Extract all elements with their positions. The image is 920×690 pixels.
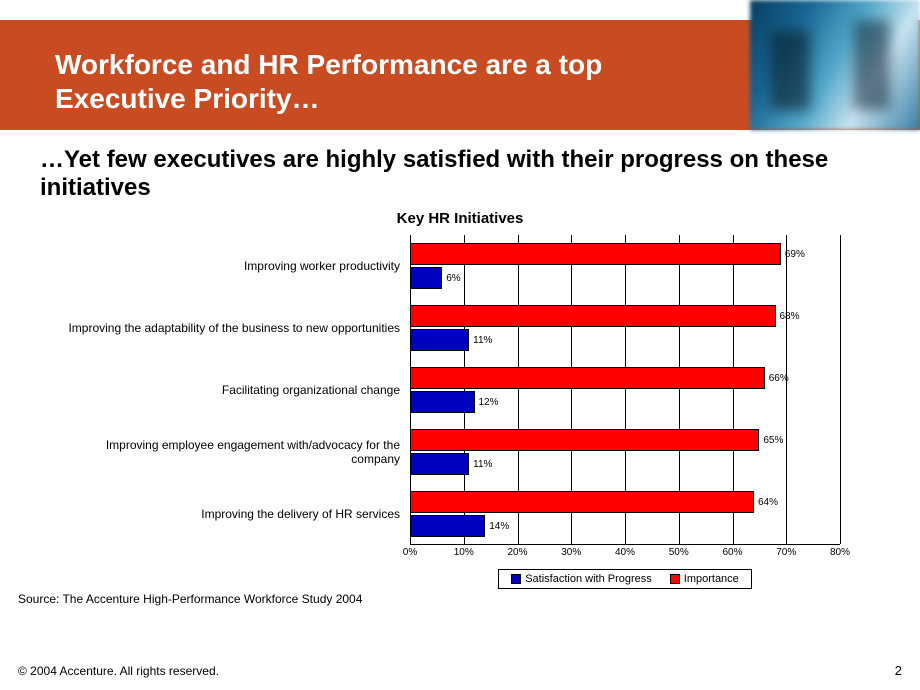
x-axis-ticks: 0%10%20%30%40%50%60%70%80% [410, 545, 840, 563]
slide: Workforce and HR Performance are a top E… [0, 0, 920, 690]
bar-value-label: 11% [473, 335, 492, 346]
plot-inner: 69% 6% 68% 11% 66% 12% 65% 11% 64% 14% [410, 235, 840, 545]
slide-title: Workforce and HR Performance are a top E… [55, 48, 695, 115]
bar-importance [410, 491, 754, 513]
bar-importance [410, 305, 776, 327]
x-tick-label: 0% [403, 547, 417, 558]
x-tick-label: 70% [776, 547, 796, 558]
bar-value-label: 64% [758, 497, 778, 508]
chart-title: Key HR Initiatives [60, 210, 860, 227]
x-tick-label: 30% [561, 547, 581, 558]
grid-line [786, 235, 787, 544]
chart-legend: Satisfaction with Progress Importance [498, 569, 752, 589]
category-label: Improving the adaptability of the busine… [60, 297, 410, 359]
chart: Key HR Initiatives Improving worker prod… [60, 210, 860, 610]
legend-item: Satisfaction with Progress [511, 573, 652, 585]
bar-value-label: 66% [769, 373, 789, 384]
category-label: Improving the delivery of HR services [60, 483, 410, 545]
legend-swatch [511, 574, 521, 584]
x-tick-label: 10% [454, 547, 474, 558]
x-tick-label: 60% [722, 547, 742, 558]
bar-importance [410, 367, 765, 389]
bar-value-label: 14% [489, 521, 509, 532]
category-labels: Improving worker productivityImproving t… [60, 235, 410, 589]
bar-importance [410, 243, 781, 265]
source-citation: Source: The Accenture High-Performance W… [18, 592, 362, 606]
bar-value-label: 65% [763, 435, 783, 446]
grid-line [840, 235, 841, 544]
bar-satisfaction [410, 515, 485, 537]
bar-value-label: 6% [446, 273, 460, 284]
category-label: Improving employee engagement with/advoc… [60, 421, 410, 483]
page-number: 2 [895, 663, 902, 678]
copyright-text: © 2004 Accenture. All rights reserved. [18, 664, 219, 678]
header-photo [750, 0, 920, 130]
bar-value-label: 11% [473, 459, 492, 470]
bar-satisfaction [410, 453, 469, 475]
legend-swatch [670, 574, 680, 584]
category-label: Improving worker productivity [60, 235, 410, 297]
bar-satisfaction [410, 391, 475, 413]
bar-importance [410, 429, 759, 451]
slide-subtitle: …Yet few executives are highly satisfied… [40, 146, 870, 201]
bar-value-label: 68% [780, 311, 800, 322]
bar-satisfaction [410, 329, 469, 351]
x-tick-label: 20% [507, 547, 527, 558]
category-label: Facilitating organizational change [60, 359, 410, 421]
bar-satisfaction [410, 267, 442, 289]
legend-item: Importance [670, 573, 739, 585]
chart-body: Improving worker productivityImproving t… [60, 235, 860, 589]
bar-value-label: 69% [785, 249, 805, 260]
plot-area: 69%6%68%11%66%12%65%11%64%14% 0%10%20%30… [410, 235, 840, 589]
x-tick-label: 50% [669, 547, 689, 558]
x-tick-label: 40% [615, 547, 635, 558]
bar-value-label: 12% [479, 397, 499, 408]
x-tick-label: 80% [830, 547, 850, 558]
